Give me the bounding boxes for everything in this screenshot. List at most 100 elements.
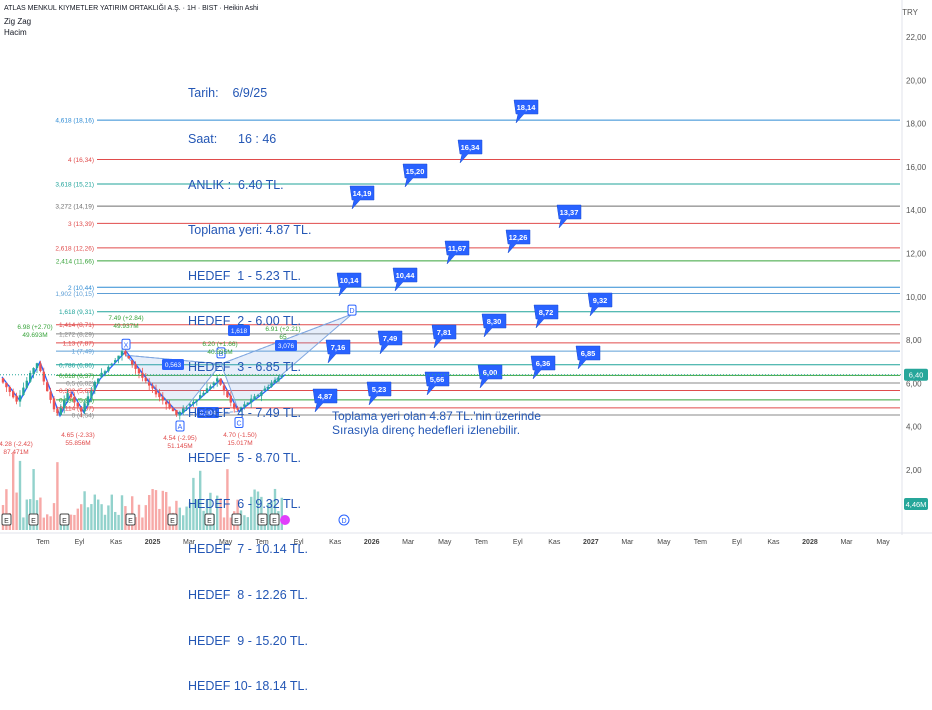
volume-badge — [904, 498, 928, 510]
candle-body — [168, 403, 171, 409]
volume-bar — [124, 506, 127, 530]
target-callout — [575, 345, 601, 370]
volume-bar — [15, 492, 18, 530]
target-callout — [481, 313, 507, 338]
candle-body — [127, 356, 130, 359]
x-tick-label: Kas — [110, 539, 123, 546]
candle-body — [256, 395, 260, 397]
candle-body — [39, 363, 42, 372]
volume-bar — [42, 517, 45, 530]
target-callout — [477, 364, 503, 389]
candle-body — [12, 391, 15, 398]
candle-body — [277, 377, 280, 382]
volume-bar — [229, 517, 232, 530]
candle-body — [29, 372, 32, 382]
candle-body — [25, 380, 28, 388]
price-chart[interactable]: 2,00 4,00 6,00 8,00 10,00 12,00 14,00 16,00 18,0… — [0, 0, 932, 550]
candle-body — [263, 388, 266, 392]
target-label: 16,34 — [461, 143, 481, 152]
zigzag-price-label: 4.54 (-2.95) — [163, 435, 197, 442]
annotation-note: Toplama yeri olan 4.87 TL.'nin üzerinde … — [332, 409, 541, 437]
fib-level-label: 4 (16,34) — [68, 157, 94, 164]
volume-bar — [151, 489, 154, 530]
earnings-marker-box — [1, 513, 12, 526]
info-line: HEDEF 1 - 5.23 TL. — [188, 268, 302, 283]
earnings-marker-label: E — [4, 518, 9, 525]
volume-bar — [117, 514, 120, 530]
volume-indicator-label[interactable]: Hacim — [4, 28, 27, 37]
candle-body — [103, 371, 107, 374]
candle-body — [69, 393, 73, 398]
earnings-marker-label: E — [128, 518, 133, 525]
volume-bar — [114, 511, 117, 530]
volume-bar — [76, 508, 79, 530]
zigzag-price-label: 6.98 (+2.70) — [17, 324, 52, 331]
x-tick-label: Mar — [402, 539, 415, 546]
target-callout — [377, 330, 403, 355]
current-price-label: 6,40 — [909, 371, 924, 380]
fib-level-label: 0,618 (6,37) — [59, 373, 94, 380]
earnings-marker-label: E — [207, 518, 212, 525]
candle-body — [209, 386, 212, 389]
earnings-marker-box — [125, 513, 136, 526]
volume-bar — [100, 504, 103, 530]
y-tick-label: 22,00 — [906, 33, 927, 42]
fib-level-label: 0,382 (5,67) — [59, 388, 94, 395]
target-label: 6,85 — [581, 349, 596, 358]
earnings-marker-label: E — [170, 518, 175, 525]
pattern-point-label: D — [349, 308, 354, 315]
zigzag-indicator-label[interactable]: Zig Zag — [4, 17, 32, 26]
pattern-ratio-badge — [162, 359, 184, 370]
candle-body — [83, 403, 86, 412]
volume-bar — [195, 499, 198, 530]
pattern-point-box — [175, 420, 185, 432]
volume-bar — [144, 505, 147, 530]
pattern-ratio-label: 3,076 — [278, 343, 295, 350]
target-label: 13,37 — [560, 208, 579, 217]
pattern-ratio-label: 1,618 — [231, 328, 248, 335]
pattern-ratio-badge — [275, 340, 297, 351]
candle-body — [144, 377, 147, 382]
fib-level-label: 2 (10,44) — [68, 285, 94, 292]
candle-body — [107, 366, 110, 372]
volume-bar — [273, 488, 277, 530]
x-tick-label: Tem — [36, 539, 49, 546]
candle-body — [63, 400, 66, 409]
x-tick-label: Kas — [329, 539, 342, 546]
target-callout — [349, 185, 375, 210]
x-tick-label: Eyl — [75, 539, 85, 546]
candle-body — [250, 398, 253, 403]
currency-label[interactable]: TRY — [902, 8, 918, 17]
x-tick-label: May — [876, 539, 890, 546]
zigzag-volume-label: 55.856M — [65, 440, 90, 447]
volume-bar — [202, 510, 205, 530]
target-label: 7,16 — [331, 343, 346, 352]
candle-body — [188, 403, 192, 406]
candle-body — [229, 395, 232, 403]
candle-body — [260, 392, 263, 396]
candle-body — [137, 368, 141, 374]
x-tick-label: Tem — [694, 539, 707, 546]
pattern-ratio-label: 0,563 — [165, 362, 182, 369]
candle-body — [49, 391, 52, 400]
x-tick-label: Mar — [183, 539, 196, 546]
pattern-point-label: C — [236, 421, 241, 428]
volume-bar — [18, 460, 22, 530]
zigzag-price-label: 4.65 (-2.33) — [61, 432, 95, 439]
earnings-marker-box — [204, 513, 215, 526]
fib-level-label: 0,786 (6,86) — [59, 362, 94, 369]
fib-level-label: 2,414 (11,66) — [56, 258, 94, 265]
x-tick-label: Kas — [767, 539, 780, 546]
target-callout — [336, 272, 362, 297]
zigzag-volume-label: 49.693M — [22, 332, 47, 339]
target-label: 9,32 — [593, 296, 608, 305]
volume-bar — [69, 514, 73, 530]
candle-body — [158, 392, 161, 398]
earnings-marker-box — [231, 513, 242, 526]
candle-body — [171, 408, 175, 412]
candle-body — [1, 378, 5, 383]
volume-bar — [134, 517, 137, 530]
target-callout — [513, 99, 539, 124]
info-line: ANLIK : 6.40 TL. — [188, 177, 284, 192]
volume-bar — [253, 489, 256, 530]
